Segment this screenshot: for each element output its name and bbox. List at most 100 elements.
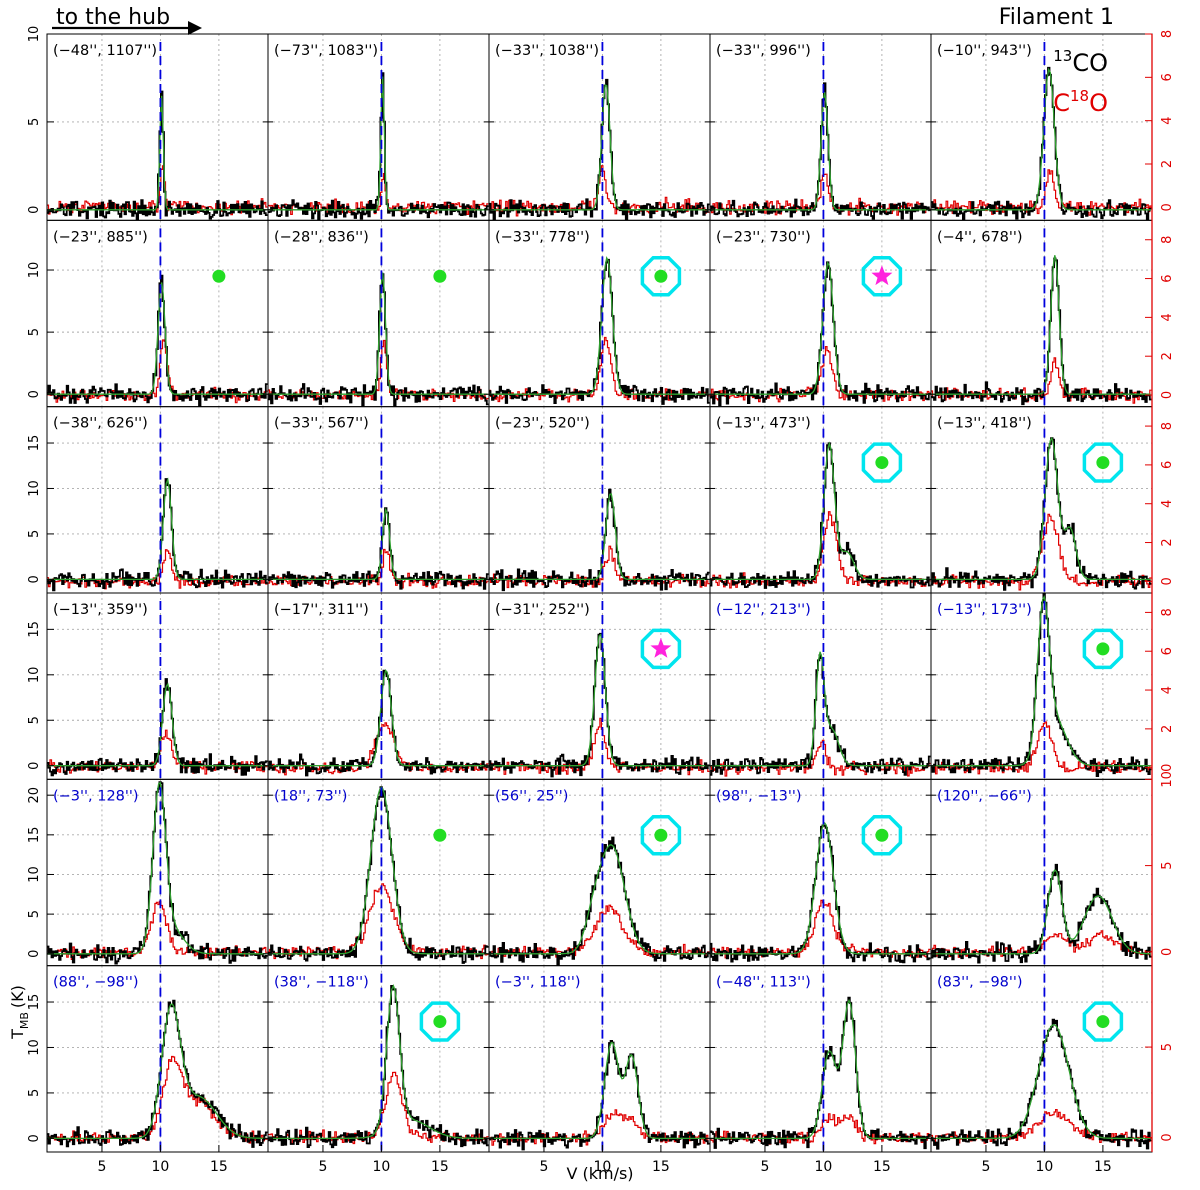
core-dot-icon: [1096, 1015, 1110, 1029]
spectrum-panel-4: (−33'', 996''): [710, 34, 931, 221]
panel-position-label: (−3'', 118''): [495, 975, 581, 991]
spectrum-panel-20: (−13'', 173''): [931, 593, 1152, 780]
gaussian-fit-line: [47, 682, 267, 767]
panel-frame: [267, 406, 490, 594]
panel-position-label: (−31'', 252''): [495, 602, 590, 618]
panel-frame: [488, 592, 711, 780]
left-tick-label: 20: [27, 787, 42, 804]
spectrum-panel-12: (−33'', 567''): [268, 406, 489, 593]
gaussian-fit-line: [47, 477, 267, 581]
left-tick-label: 15: [27, 827, 42, 844]
13co-spectrum: [268, 507, 489, 590]
c18o-spectrum: [489, 545, 710, 589]
panel-frame: [488, 33, 711, 221]
panel-frame: [267, 778, 490, 967]
gaussian-fit-line: [931, 67, 1151, 211]
panel-frame: [709, 965, 932, 1153]
c18o-spectrum: [931, 721, 1152, 775]
panel-position-label: (−13'', 473''): [716, 416, 811, 432]
left-tick-label: 10: [27, 480, 42, 497]
right-tick-label: 2: [1160, 725, 1175, 733]
core-dot-icon: [875, 456, 889, 470]
panel-frame: [488, 406, 711, 594]
13co-spectrum: [489, 836, 710, 966]
spectrum-panel-6: (−23'', 885''): [47, 220, 268, 407]
core-dot-icon: [654, 269, 668, 283]
gaussian-fit-line: [489, 844, 709, 955]
gaussian-fit-line: [268, 983, 488, 1140]
hub-arrow-head-icon: [188, 21, 202, 35]
panel-frame: [930, 219, 1153, 408]
svg-text:TMB(K): TMB (K): [8, 985, 31, 1040]
right-tick-label: 10: [1160, 771, 1175, 788]
core-ring-icon: [861, 442, 903, 483]
spectrum-panel-25: (120'', −66''): [931, 779, 1152, 966]
spectra-panels: (−48'', 1107'') (−73'', 1083'') (−33'', 10…: [47, 34, 1152, 1152]
core-ring-icon: [1082, 442, 1124, 483]
core-dot-icon: [654, 828, 668, 842]
panel-position-label: (−33'', 778''): [495, 229, 590, 245]
panel-position-label: (−4'', 678''): [937, 229, 1023, 245]
x-tick-label: 5: [539, 1159, 548, 1175]
right-tick-label: 4: [1160, 500, 1175, 508]
core-dot-icon: [1096, 456, 1110, 470]
right-tick-label: 5: [1160, 861, 1175, 869]
spectrum-panel-9: (−23'', 730''): [710, 220, 931, 407]
left-tick-label: 0: [27, 575, 42, 583]
gaussian-fit-line: [268, 507, 488, 581]
panel-position-label: (−13'', 173''): [937, 602, 1032, 618]
right-tick-label: 6: [1160, 461, 1175, 469]
right-tick-label: 8: [1160, 422, 1175, 430]
gaussian-fit-line: [931, 868, 1151, 955]
panel-position-label: (−38'', 626''): [53, 416, 148, 432]
spectrum-panel-10: (−4'', 678''): [931, 220, 1152, 407]
gaussian-fit-line: [47, 282, 267, 395]
left-tick-label: 0: [27, 1134, 42, 1142]
legend-c18o-text: O: [1089, 89, 1108, 117]
panel-frame: [930, 406, 1153, 594]
spectrum-panel-21: (−3'', 128''): [47, 779, 268, 966]
core-dot-icon: [212, 269, 226, 283]
panel-frame: [709, 592, 932, 780]
panel-position-label: (−23'', 520''): [495, 416, 590, 432]
core-ring-icon: [419, 1001, 461, 1042]
right-tick-label: 4: [1160, 313, 1175, 321]
panel-position-label: (18'', 73''): [274, 788, 347, 804]
y-axis-label-t: T: [8, 1029, 27, 1040]
left-tick-label: 5: [27, 716, 42, 724]
gaussian-fit-line: [931, 255, 1151, 395]
spectrum-panel-30: (83'', −98''): [931, 965, 1152, 1152]
core-ring-icon: [640, 815, 682, 856]
gaussian-fit-line: [489, 255, 709, 395]
spectrum-panel-13: (−23'', 520''): [489, 406, 710, 593]
core-dot-icon: [433, 269, 447, 283]
c18o-spectrum: [489, 904, 710, 959]
core-ring-icon: [640, 256, 682, 297]
13co-spectrum: [931, 66, 1152, 221]
panel-position-label: (98'', −13''): [716, 788, 802, 804]
panel-position-label: (83'', −98''): [937, 975, 1023, 991]
13co-spectrum: [931, 1018, 1152, 1150]
panel-frame: [930, 33, 1153, 221]
spectrum-panel-28: (−3'', 118''): [489, 965, 710, 1152]
panel-frame: [930, 592, 1153, 780]
panel-position-label: (−33'', 567''): [274, 416, 369, 432]
panel-position-label: (120'', −66''): [937, 788, 1032, 804]
left-tick-label: 0: [27, 390, 42, 398]
y-axis-label-unit: (K): [8, 985, 27, 1008]
right-tick-label: 6: [1160, 73, 1175, 81]
right-tick-label: 5: [1160, 1043, 1175, 1051]
panel-position-label: (−48'', 113''): [716, 975, 811, 991]
y-axis-label: TMB (K): [8, 985, 31, 1040]
13co-spectrum: [489, 488, 710, 592]
core-dot-icon: [875, 828, 889, 842]
spectrum-panel-19: (−12'', 213''): [710, 593, 931, 780]
panel-frame: [709, 219, 932, 408]
x-tick-label: 10: [152, 1159, 170, 1175]
spectrum-panel-15: (−13'', 418''): [931, 406, 1152, 593]
legend-c18o: C18O: [1053, 87, 1108, 117]
gaussian-fit-line: [710, 261, 930, 395]
panel-position-label: (56'', 25''): [495, 788, 568, 804]
core-dot-icon: [1096, 642, 1110, 656]
panel-frame: [488, 778, 711, 967]
